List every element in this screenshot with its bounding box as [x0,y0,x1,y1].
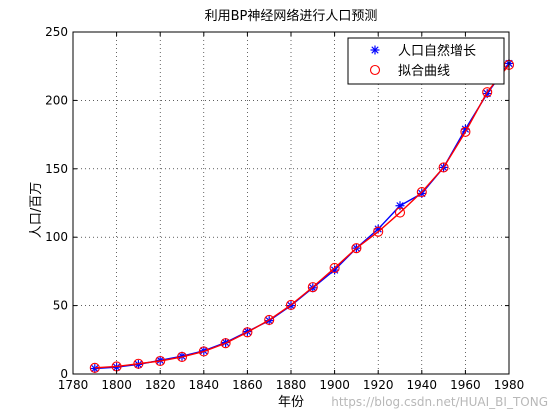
x-axis-title: 年份 [278,395,304,410]
data-point-circle [438,162,449,173]
x-tick-label: 1800 [101,378,132,392]
data-point-circle [329,262,340,274]
x-tick-label: 1880 [276,378,307,392]
data-point-circle [394,207,406,218]
data-point-star [395,201,405,211]
tick-labels: 1780 1800 1820 1840 1860 1880 1900 1920 1940 1960… [45,25,524,392]
x-tick-label: 1780 [58,378,89,392]
series-layer [89,58,515,374]
grid [73,32,509,374]
y-tick-label: 0 [60,367,68,381]
legend-entry-1: 拟合曲线 [398,64,450,79]
data-point-circle [176,351,188,362]
chart-title: 利用BP神经网络进行人口预测 [205,8,378,24]
data-point-circle [264,314,275,326]
legend-box [347,37,505,85]
data-point-circle [351,243,362,254]
watermark: https://blog.csdn.net/HUAI_BI_TONG [331,395,548,409]
x-tick-label: 1920 [363,378,394,392]
legend-entry-0: 人口自然增长 [398,43,476,59]
y-axis-title: 人口/百万 [29,182,44,238]
y-tick-label: 200 [45,93,68,107]
data-point-circle [155,355,166,367]
data-point-star [90,364,100,374]
data-point-circle [220,338,231,349]
data-point-circle [133,358,144,369]
axis-ticks [72,31,510,375]
y-tick-label: 250 [45,25,68,39]
y-tick-label: 100 [45,230,68,244]
data-point-circle [460,126,471,137]
data-point-circle [242,327,253,338]
x-tick-label: 1940 [407,378,438,392]
data-point-circle [373,226,384,237]
data-point-circle [416,187,427,198]
data-point-circle [285,299,297,310]
legend-star-icon [370,45,380,55]
x-tick-label: 1900 [319,378,350,392]
data-point-circle [198,346,209,357]
x-tick-label: 1840 [189,378,220,392]
legend: 人口自然增长 拟合曲线 [347,37,505,85]
y-tick-label: 50 [53,299,68,313]
series-line-1 [94,64,510,369]
x-tick-label: 1820 [145,378,176,392]
data-point-circle [307,282,318,293]
x-tick-label: 1980 [494,378,525,392]
y-tick-label: 150 [45,162,68,176]
data-point-circle [89,362,100,373]
legend-marker-circle [369,64,381,76]
legend-circle-icon [369,64,381,76]
data-point-circle [482,87,493,98]
legend-marker-star [370,45,380,55]
x-tick-label: 1860 [232,378,263,392]
x-tick-label: 1960 [450,378,481,392]
